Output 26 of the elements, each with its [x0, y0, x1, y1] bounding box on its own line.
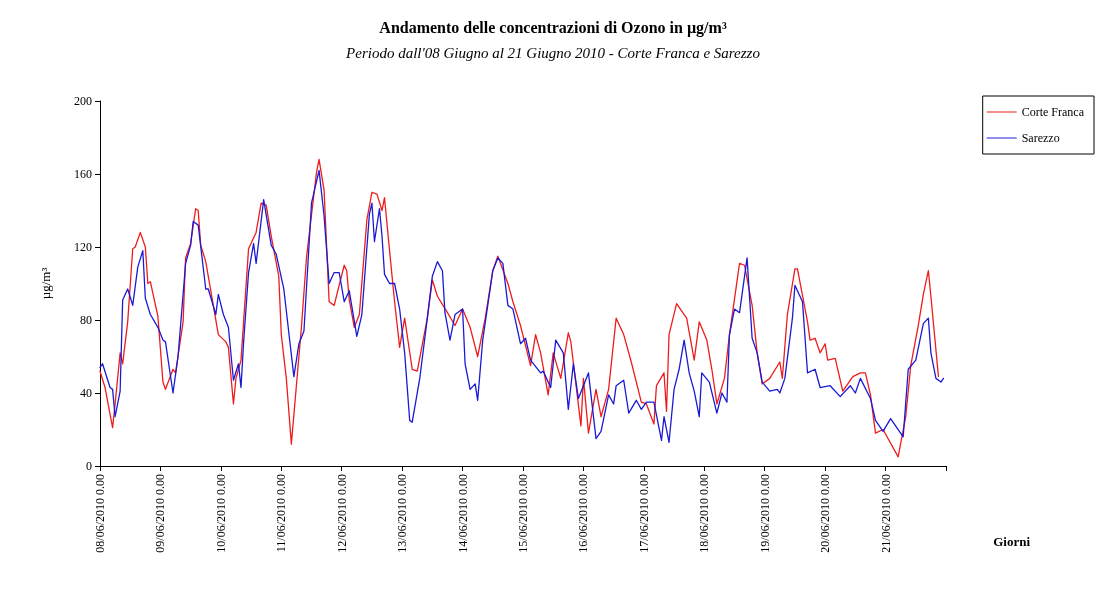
x-tick-label: 12/06/2010 0.00: [334, 474, 349, 553]
x-tick-label: 18/06/2010 0.00: [697, 474, 712, 553]
x-tick-label: 20/06/2010 0.00: [818, 474, 833, 553]
chart-title: Andamento delle concentrazioni di Ozono in µg/m³: [379, 18, 727, 37]
x-axis-title: Giorni: [993, 534, 1031, 549]
x-tick-label: 10/06/2010 0.00: [213, 474, 228, 553]
x-tick-label: 21/06/2010 0.00: [878, 474, 893, 553]
y-tick-label: 120: [74, 240, 92, 254]
x-tick-label: 15/06/2010 0.00: [516, 474, 530, 553]
legend-label: Sarezzo: [1021, 131, 1060, 145]
y-axis-title: µg/m³: [38, 267, 53, 300]
x-tick-label: 16/06/2010 0.00: [576, 474, 591, 553]
x-tick-label: 08/06/2010 0.00: [93, 474, 107, 553]
legend-label: Corte Franca: [1021, 105, 1085, 119]
y-tick-label: 200: [74, 94, 92, 108]
x-tick-label: 13/06/2010 0.00: [395, 474, 410, 553]
x-tick-label: 17/06/2010 0.00: [636, 474, 651, 553]
y-tick-label: 0: [86, 459, 92, 473]
chart-subtitle: Periodo dall'08 Giugno al 21 Giugno 2010 - Corte Franca e Sarezzo: [345, 44, 761, 61]
y-tick-label: 40: [80, 386, 92, 400]
x-tick-label: 11/06/2010 0.00: [274, 474, 289, 553]
x-tick-label: 09/06/2010 0.00: [153, 474, 168, 553]
y-tick-label: 160: [74, 167, 92, 181]
x-tick-label: 14/06/2010 0.00: [455, 474, 470, 553]
x-tick-label: 19/06/2010 0.00: [757, 474, 772, 553]
y-tick-label: 80: [80, 313, 92, 327]
